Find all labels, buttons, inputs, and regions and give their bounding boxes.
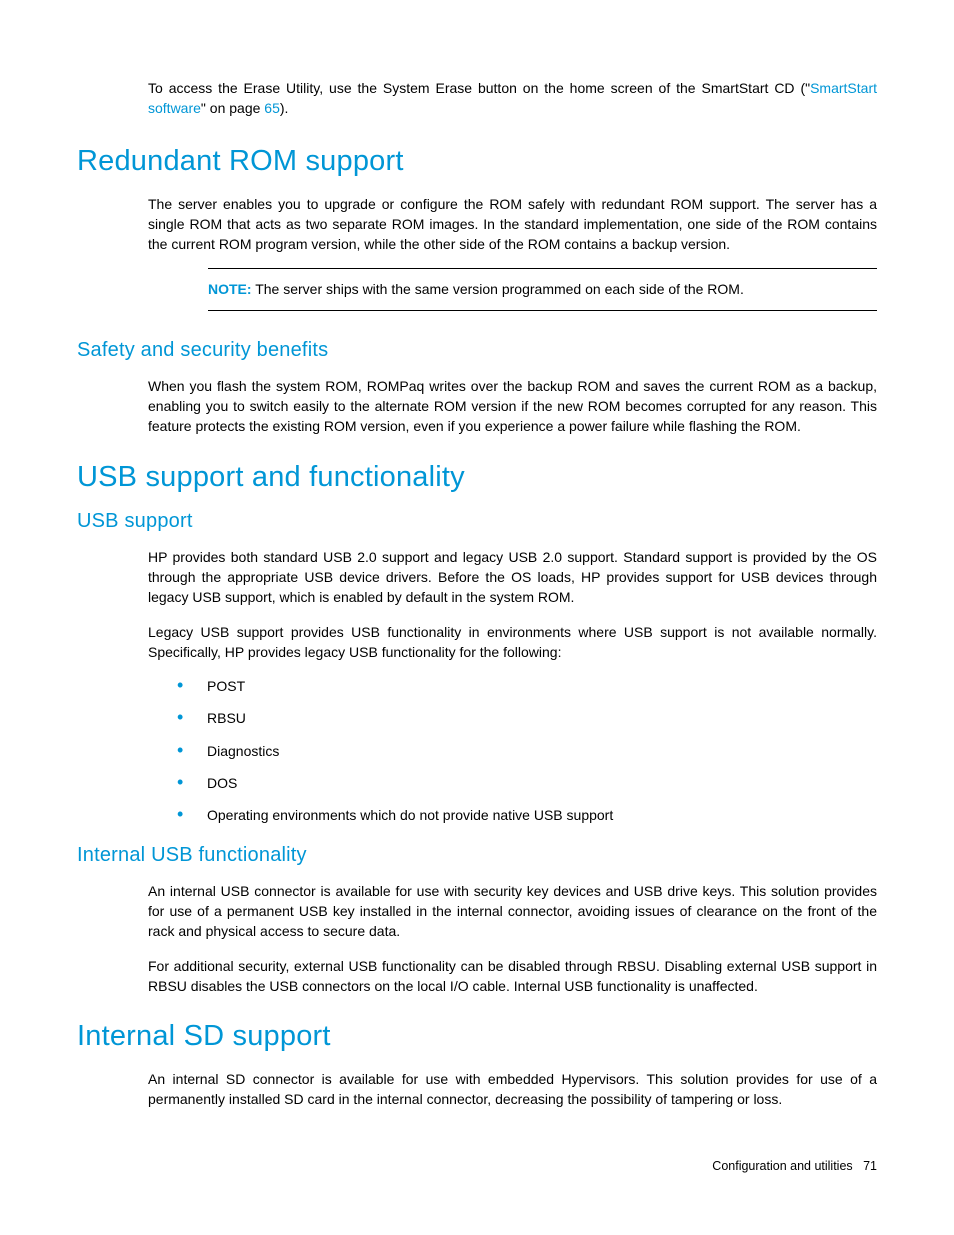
note-label: NOTE: bbox=[208, 281, 252, 297]
note-text: The server ships with the same version p… bbox=[252, 281, 744, 297]
heading-redundant-rom: Redundant ROM support bbox=[77, 145, 877, 178]
link-page-65[interactable]: 65 bbox=[264, 100, 280, 116]
note-content: NOTE: The server ships with the same ver… bbox=[208, 279, 877, 299]
para-usb-support-2: Legacy USB support provides USB function… bbox=[148, 622, 877, 663]
para-redundant-rom: The server enables you to upgrade or con… bbox=[148, 194, 877, 255]
intro-text-before: To access the Erase Utility, use the Sys… bbox=[148, 80, 810, 96]
para-internal-usb-1: An internal USB connector is available f… bbox=[148, 881, 877, 942]
note-block: NOTE: The server ships with the same ver… bbox=[208, 268, 877, 310]
usb-support-list: POST RBSU Diagnostics DOS Operating envi… bbox=[177, 676, 877, 825]
heading-usb-support: USB support bbox=[77, 510, 877, 533]
heading-safety-security: Safety and security benefits bbox=[77, 339, 877, 362]
intro-text-mid: " on page bbox=[201, 100, 264, 116]
intro-text-after: ). bbox=[280, 100, 289, 116]
para-safety-security: When you flash the system ROM, ROMPaq wr… bbox=[148, 376, 877, 437]
page-footer: Configuration and utilities 71 bbox=[712, 1159, 877, 1173]
list-item: DOS bbox=[177, 773, 877, 793]
list-item: Diagnostics bbox=[177, 741, 877, 761]
heading-usb-support-functionality: USB support and functionality bbox=[77, 461, 877, 494]
para-internal-sd: An internal SD connector is available fo… bbox=[148, 1069, 877, 1110]
heading-internal-usb: Internal USB functionality bbox=[77, 844, 877, 867]
para-internal-usb-2: For additional security, external USB fu… bbox=[148, 956, 877, 997]
list-item: Operating environments which do not prov… bbox=[177, 805, 877, 825]
list-item: POST bbox=[177, 676, 877, 696]
list-item: RBSU bbox=[177, 708, 877, 728]
heading-internal-sd: Internal SD support bbox=[77, 1020, 877, 1053]
para-usb-support-1: HP provides both standard USB 2.0 suppor… bbox=[148, 547, 877, 608]
footer-section: Configuration and utilities bbox=[712, 1159, 852, 1173]
intro-paragraph: To access the Erase Utility, use the Sys… bbox=[148, 78, 877, 119]
footer-page-number: 71 bbox=[863, 1159, 877, 1173]
